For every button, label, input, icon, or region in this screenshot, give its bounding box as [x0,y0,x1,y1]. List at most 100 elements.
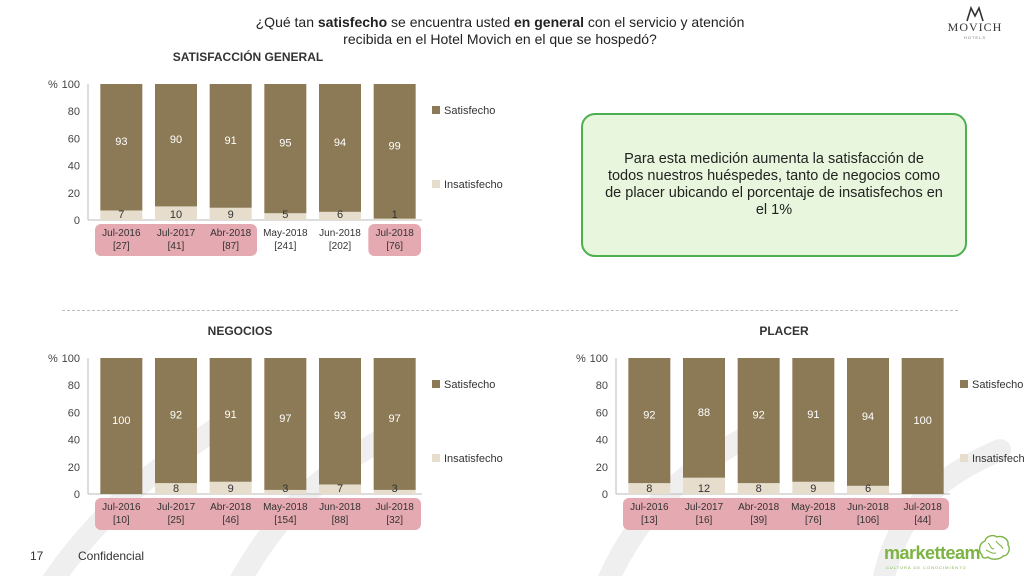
x-tick-n-label: [76] [386,241,403,252]
y-tick-label: 100 [62,79,80,91]
summary-note-text: Para esta medición aumenta la satisfacci… [605,151,943,218]
bar-satisfecho [683,358,725,478]
bar-satisfecho [209,84,252,208]
x-tick-label: Jun-2018 [319,228,361,239]
data-label-satisfecho: 97 [389,413,401,425]
x-tick-label: Jul-2017 [157,502,196,513]
data-label-satisfecho: 97 [279,413,291,425]
bar-satisfecho [264,84,307,214]
x-tick-n-label: [202] [329,241,351,252]
chart-placer: PLACER 0 20 40 60 80 100% 92 8 Jul-2016 [13] 88 12 Ju… [568,320,1024,530]
bar-satisfecho [847,358,889,486]
y-tick-label: 40 [596,435,608,447]
x-tick-label: Jul-2016 [102,228,141,239]
bar-insatisfecho [628,483,671,494]
bar-insatisfecho [737,483,780,494]
x-tick-n-label: [10] [113,515,130,526]
y-axis-label: % [48,79,58,91]
chart-negocios: NEGOCIOS 0 20 40 60 80 100% 100 Jul-2016 [10] 92 8 J… [40,320,510,530]
data-label-satisfecho: 90 [170,134,182,146]
data-label-insatisfecho: 8 [173,483,179,495]
data-label-satisfecho: 92 [170,410,182,422]
x-tick-n-label: [41] [168,241,185,252]
data-label-satisfecho: 99 [389,140,401,152]
bar-insatisfecho [373,489,416,494]
y-tick-label: 80 [68,380,80,392]
legend-label-insatisfecho: Insatisfecho [444,453,503,465]
y-tick-label: 20 [68,188,80,200]
x-tick-label: Abr-2018 [738,502,780,513]
x-tick-label: Abr-2018 [210,502,252,513]
data-label-satisfecho: 94 [334,137,346,149]
data-label-satisfecho: 93 [115,136,127,148]
data-label-satisfecho: 91 [225,135,237,147]
bar-satisfecho [100,84,143,211]
bar-insatisfecho [319,211,361,220]
y-tick-label: 20 [68,462,80,474]
data-label-insatisfecho: 9 [810,483,816,495]
x-tick-label: Jul-2018 [375,502,414,513]
data-label-insatisfecho: 6 [337,209,343,221]
bar-satisfecho [628,358,671,484]
data-label-satisfecho: 91 [225,409,237,421]
y-tick-label: 80 [596,380,608,392]
section-divider [62,310,958,311]
data-label-insatisfecho: 6 [865,483,871,495]
bar-satisfecho [319,358,361,485]
bar-satisfecho [209,358,252,482]
chart-satisfaccion-general: SATISFACCIÓN GENERAL 0 20 40 60 80 100% 93 7 Jul-… [40,46,510,261]
bar-satisfecho [901,358,944,494]
y-tick-label: 20 [596,462,608,474]
legend-swatch-insatisfecho [960,454,968,462]
x-tick-label: Jul-2017 [685,502,724,513]
survey-question: ¿Qué tan satisfecho se encuentra usted e… [255,14,745,47]
x-tick-label: Jul-2018 [375,228,414,239]
x-tick-n-label: [13] [641,515,658,526]
bar-satisfecho [373,84,416,219]
legend-label-satisfecho: Satisfecho [444,379,495,391]
y-axis-label: % [576,353,586,365]
y-tick-label: 60 [68,133,80,145]
x-tick-label: May-2018 [263,228,308,239]
x-tick-n-label: [154] [274,515,296,526]
bar-satisfecho [155,84,197,207]
x-tick-label: Jul-2016 [102,502,141,513]
x-tick-n-label: [88] [332,515,349,526]
y-tick-label: 100 [62,353,80,365]
bar-satisfecho [264,358,307,490]
logo-text: MOVICH [947,20,1003,34]
y-tick-label: 80 [68,106,80,118]
bar-satisfecho [737,358,780,484]
data-label-insatisfecho: 8 [646,483,652,495]
data-label-satisfecho: 93 [334,410,346,422]
bar-satisfecho [373,358,416,490]
legend-label-insatisfecho: Insatisfecho [972,453,1024,465]
data-label-insatisfecho: 5 [282,209,288,221]
y-tick-label: 40 [68,161,80,173]
page-number: 17 [30,549,44,563]
legend-label-satisfecho: Satisfecho [444,105,495,117]
data-label-insatisfecho: 8 [756,483,762,495]
bar-satisfecho [155,358,197,484]
marketteam-logo: marketteam CULTURA DE CONOCIMIENTO [884,533,1012,575]
data-label-insatisfecho: 7 [118,209,124,221]
bar-insatisfecho [373,218,416,220]
data-label-satisfecho: 100 [913,415,931,427]
x-tick-n-label: [87] [222,241,239,252]
bar-insatisfecho [319,484,361,494]
legend-label-satisfecho: Satisfecho [972,379,1023,391]
data-label-insatisfecho: 10 [170,209,182,221]
y-tick-label: 60 [596,407,608,419]
marketteam-logo-text: marketteam [884,543,981,563]
y-axis-label: % [48,353,58,365]
chart-svg: PLACER 0 20 40 60 80 100% 92 8 Jul-2016 [13] 88 12 Ju… [576,324,1024,530]
category-highlight-box [95,224,257,256]
chart-title: SATISFACCIÓN GENERAL [173,49,323,64]
chart-title: NEGOCIOS [208,324,273,338]
bar-insatisfecho [100,210,143,220]
bar-insatisfecho [264,489,307,494]
y-tick-label: 60 [68,407,80,419]
data-label-satisfecho: 100 [112,415,130,427]
confidential-label: Confidencial [78,549,145,563]
y-tick-label: 100 [590,353,608,365]
